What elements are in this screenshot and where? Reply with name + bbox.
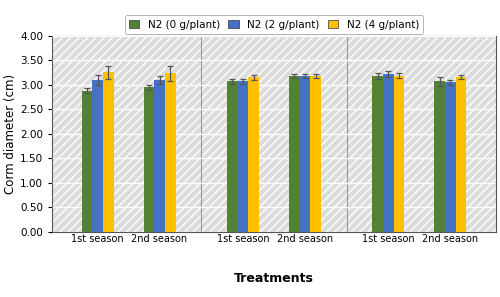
Bar — [227, 81, 237, 232]
Bar — [372, 76, 383, 232]
Bar — [434, 81, 445, 232]
Bar — [92, 80, 103, 232]
X-axis label: Treatments: Treatments — [234, 272, 314, 285]
Bar — [289, 76, 300, 232]
Bar — [394, 76, 404, 232]
Bar — [103, 72, 114, 232]
Legend: N2 (0 g/plant), N2 (2 g/plant), N2 (4 g/plant): N2 (0 g/plant), N2 (2 g/plant), N2 (4 g/… — [125, 15, 423, 34]
Bar — [310, 76, 321, 232]
Bar — [154, 80, 165, 232]
Bar — [82, 91, 92, 232]
Bar — [238, 81, 248, 232]
Bar — [445, 82, 456, 232]
Bar — [383, 74, 394, 232]
Bar — [165, 73, 175, 232]
Bar — [300, 76, 310, 232]
Bar — [144, 87, 154, 232]
Bar — [456, 77, 466, 232]
Y-axis label: Corm diameter (cm): Corm diameter (cm) — [4, 74, 17, 194]
Bar — [248, 77, 259, 232]
